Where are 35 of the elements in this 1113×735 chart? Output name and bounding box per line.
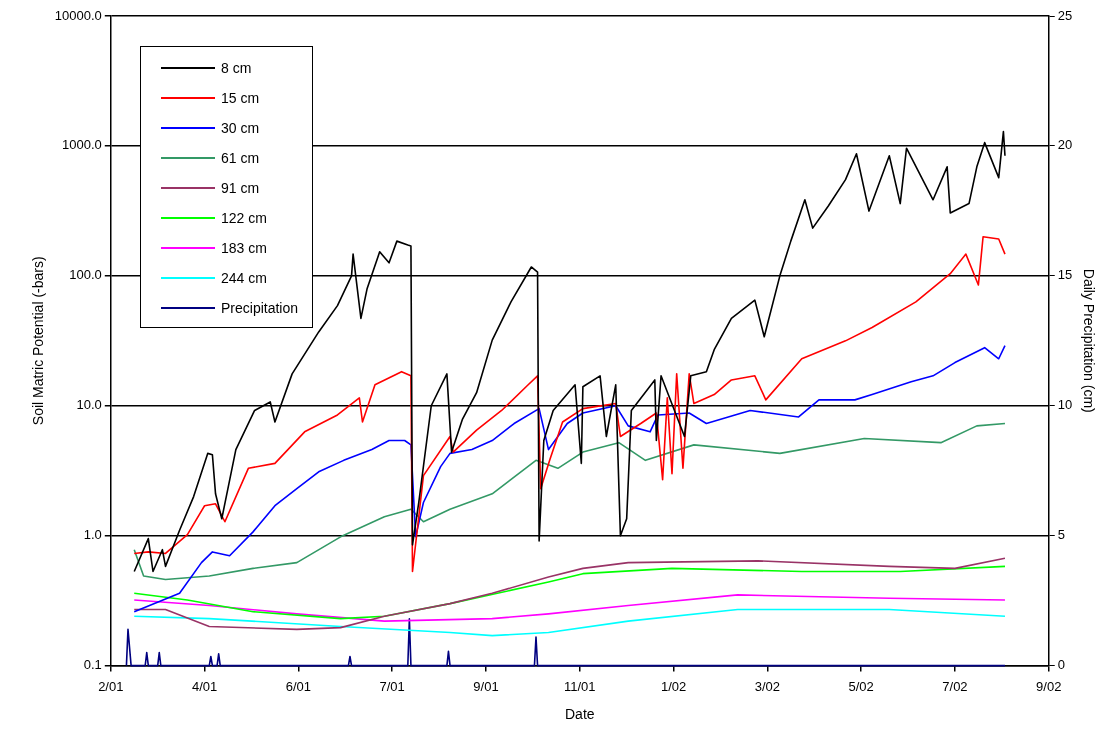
legend-label: Precipitation	[221, 300, 299, 316]
x-tick-label: 9/02	[1036, 678, 1062, 694]
x-tick-label: 6/01	[285, 678, 312, 694]
y2-axis-title: Daily Precipitation (cm)	[1080, 268, 1097, 413]
x-axis-title: Date	[564, 706, 595, 723]
y-axis-title: Soil Matric Potential (-bars)	[30, 256, 47, 426]
legend-label: 244 cm	[221, 270, 267, 286]
x-tick-label: 4/01	[191, 678, 218, 694]
y-tick-label: 10.0	[76, 397, 102, 413]
x-tick-label: 2/01	[98, 678, 124, 694]
legend-label: 8 cm	[221, 60, 252, 76]
x-tick-label: 7/01	[379, 678, 405, 694]
y-tick-label: 0.1	[83, 657, 102, 673]
x-tick-label: 11/01	[563, 678, 596, 694]
legend-label: 91 cm	[221, 180, 260, 196]
y-tick-label: 1.0	[83, 527, 102, 543]
y2-tick-label: 0	[1057, 657, 1065, 673]
x-tick-label: 7/02	[942, 678, 968, 694]
legend-label: 122 cm	[221, 210, 267, 226]
legend-label: 15 cm	[221, 90, 260, 106]
y2-tick-label: 5	[1057, 527, 1065, 543]
y2-tick-label: 25	[1057, 7, 1073, 23]
y2-tick-label: 15	[1057, 267, 1073, 283]
y-tick-label: 100.0	[69, 267, 102, 283]
legend-label: 61 cm	[221, 150, 260, 166]
x-tick-label: 3/02	[754, 678, 781, 694]
x-tick-label: 9/01	[473, 678, 499, 694]
y2-tick-label: 20	[1057, 137, 1073, 153]
x-tick-label: 5/02	[848, 678, 874, 694]
y-tick-label: 1000.0	[62, 137, 102, 153]
legend-label: 183 cm	[221, 240, 267, 256]
y2-tick-label: 10	[1057, 397, 1073, 413]
y-tick-label: 10000.0	[54, 7, 102, 23]
x-tick-label: 1/02	[660, 678, 687, 694]
legend-label: 30 cm	[221, 120, 260, 136]
